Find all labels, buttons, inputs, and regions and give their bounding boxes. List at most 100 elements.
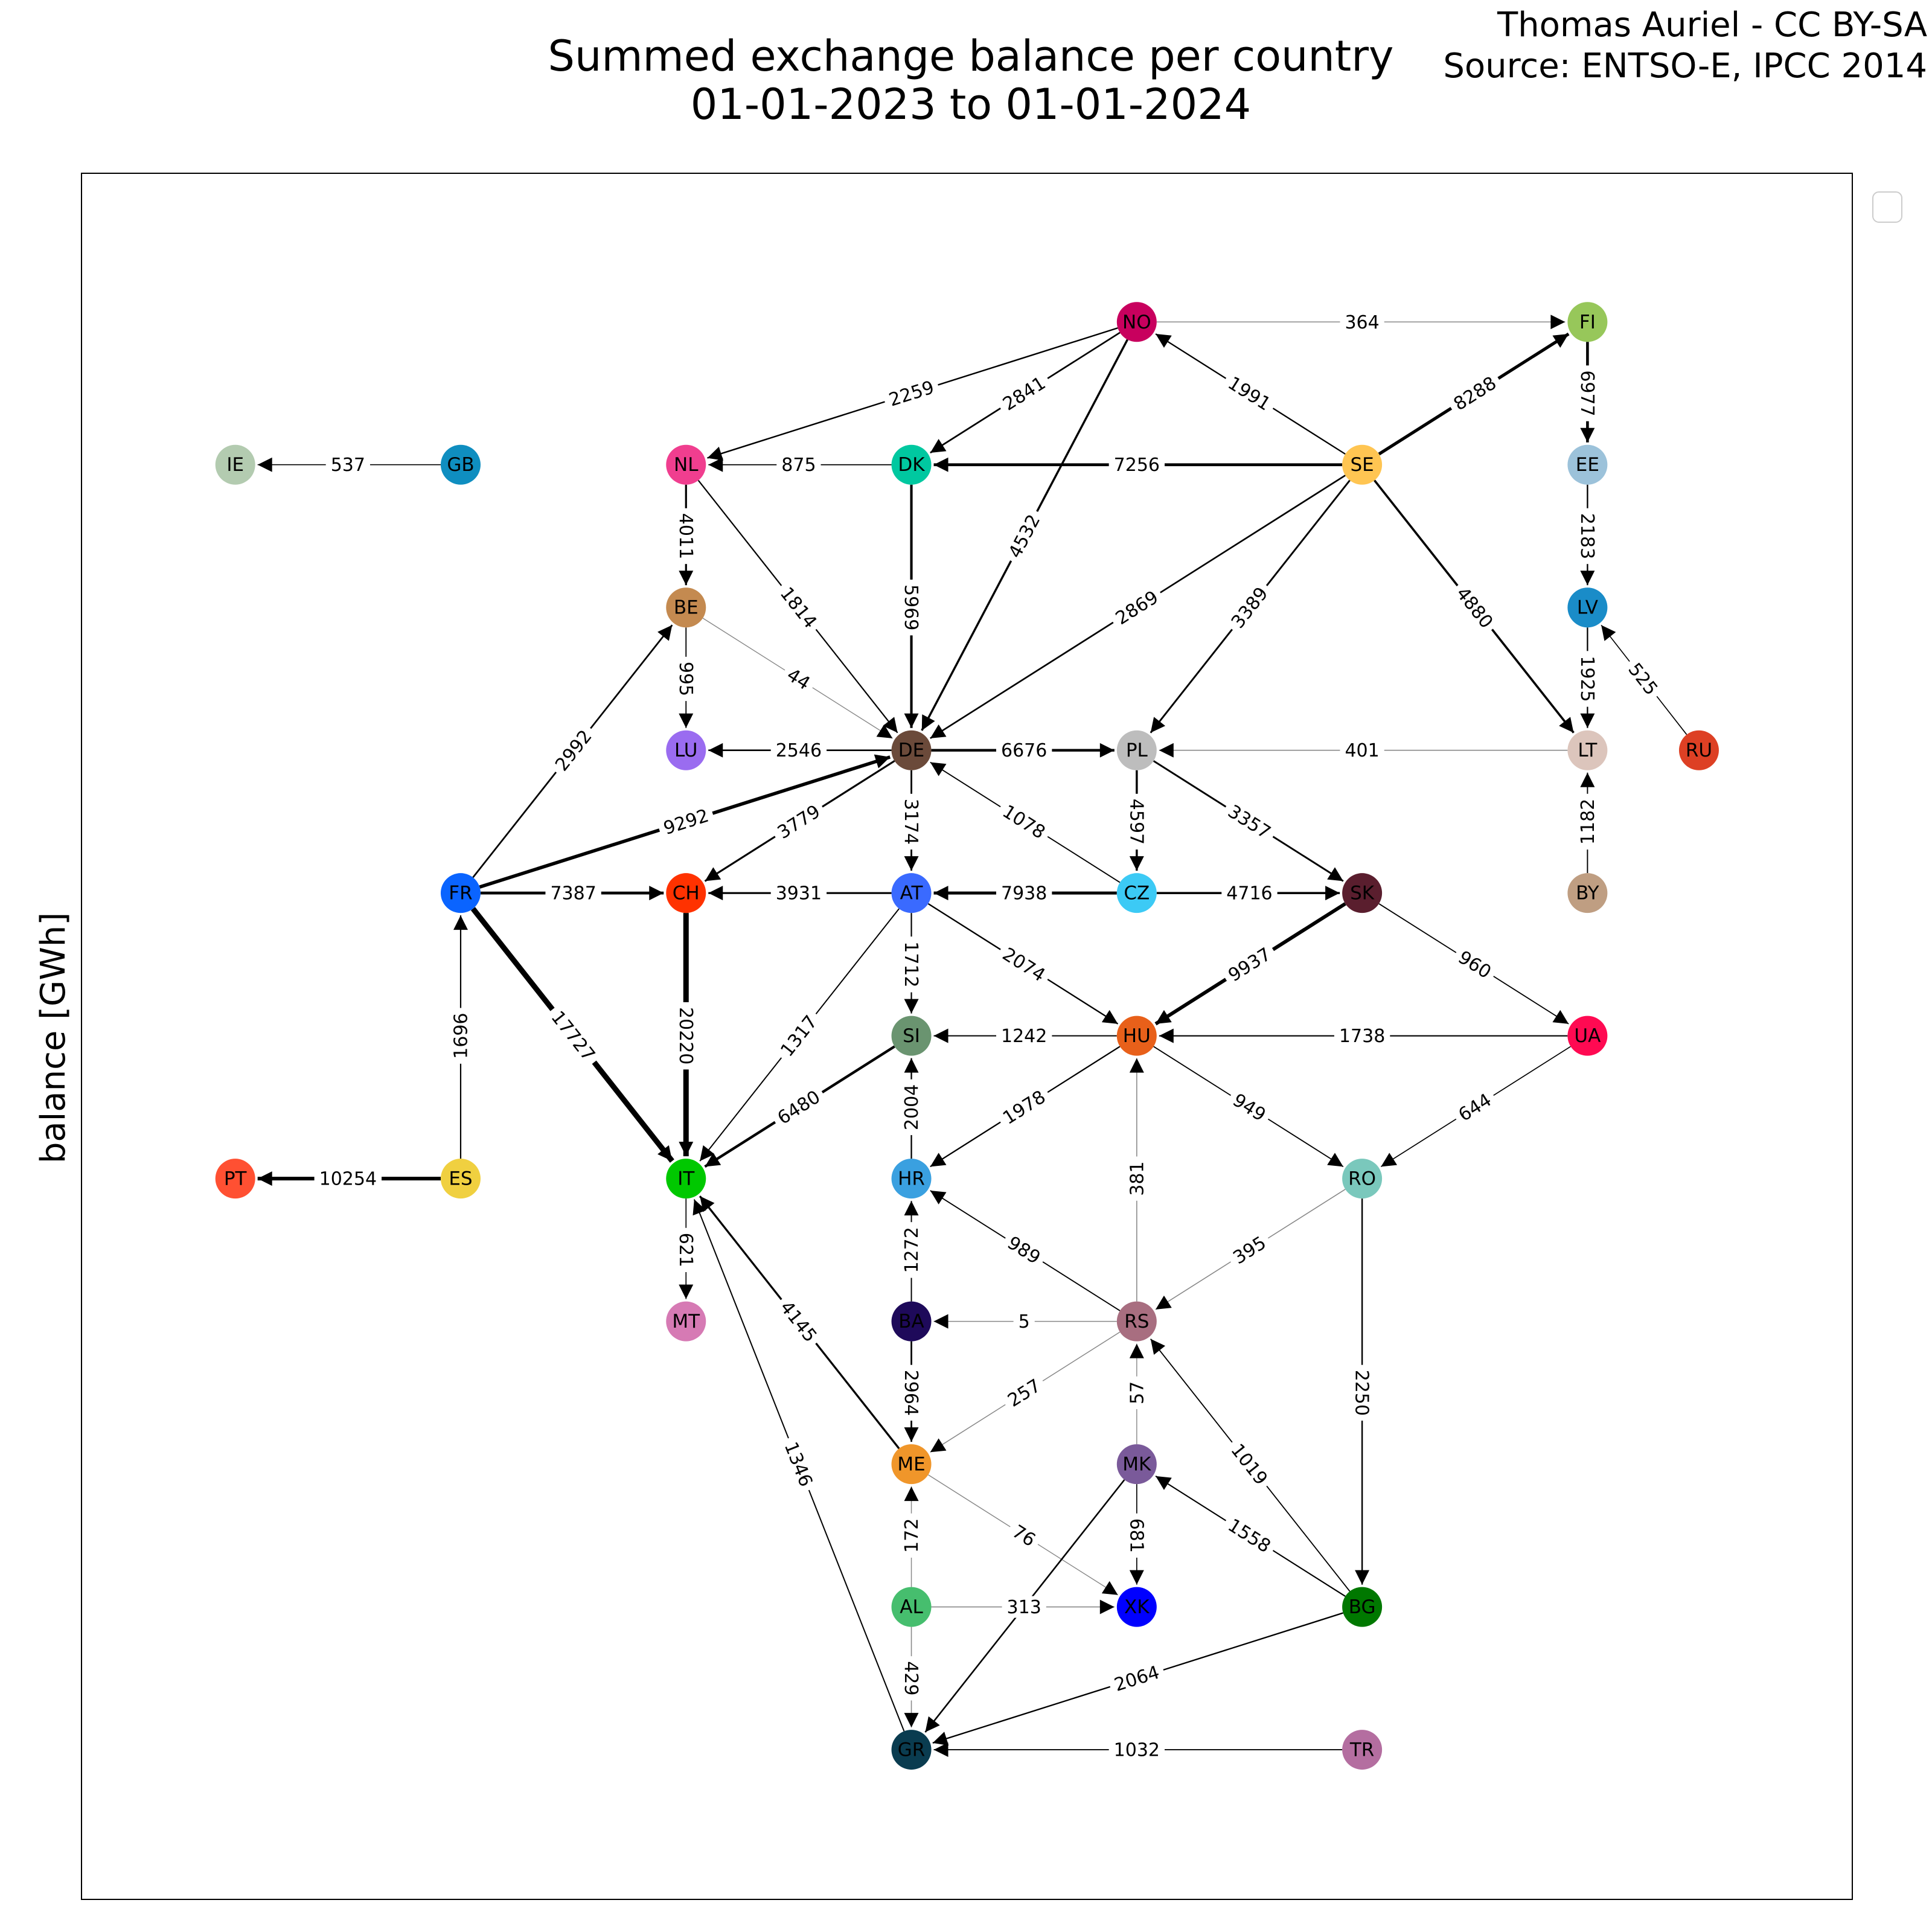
edge-label-bg — [996, 1025, 1052, 1047]
node-label: LT — [1578, 740, 1598, 761]
node-label: AT — [900, 883, 924, 904]
node-label: SE — [1350, 454, 1374, 476]
edge-label: 3174 — [900, 799, 921, 845]
edge-label-group: 313 — [1002, 1596, 1046, 1618]
edge-label-bg — [900, 1513, 923, 1558]
edge-label-group: 681 — [1125, 1513, 1148, 1558]
edge-label-bg — [1224, 1086, 1275, 1128]
edge-label-group: 3931 — [770, 882, 827, 904]
edge-label-bg — [1223, 1435, 1276, 1493]
edge-label-group: 429 — [900, 1656, 923, 1701]
edge-label-bg — [994, 1083, 1054, 1131]
edge-label-bg — [675, 1002, 697, 1070]
edge-label-bg — [881, 374, 941, 412]
node — [891, 1587, 932, 1627]
edge-label: 7387 — [550, 883, 596, 904]
node — [666, 1159, 706, 1199]
edge-label-bg — [779, 661, 819, 697]
edge-label-bg — [1340, 739, 1384, 761]
edge-label-bg — [769, 1083, 828, 1131]
node — [440, 873, 481, 913]
node — [891, 873, 932, 913]
edge-label-bg — [900, 793, 923, 850]
edge-label-bg — [994, 940, 1054, 989]
edge-label-bg — [776, 453, 821, 476]
node — [666, 587, 706, 628]
edge-label-bg — [449, 1008, 472, 1064]
node — [666, 1301, 706, 1342]
edge-label-bg — [770, 739, 827, 761]
edge-label-group: 57 — [1125, 1376, 1148, 1409]
edge-label-bg — [999, 1372, 1049, 1414]
edge-label: 57 — [1127, 1381, 1148, 1404]
edge-label-bg — [900, 936, 923, 993]
title: Summed exchange balance per country — [548, 31, 1394, 81]
edge-label-bg — [1576, 793, 1599, 850]
edge-label-bg — [769, 798, 828, 846]
edge-label-group: 1032 — [1108, 1739, 1165, 1761]
edge-label-group: 1712 — [900, 936, 923, 993]
edge-label: 172 — [901, 1518, 923, 1553]
node — [891, 444, 932, 485]
edge-label-bg — [1220, 940, 1279, 989]
edge-label-group: 4597 — [1125, 793, 1148, 850]
edge-label-group: 172 — [900, 1513, 923, 1558]
edge-label-group: 1696 — [449, 1008, 472, 1064]
edge-label: 10254 — [319, 1169, 377, 1190]
node — [1116, 1016, 1157, 1056]
node-label: AL — [900, 1596, 923, 1618]
edge-label-bg — [1449, 578, 1501, 636]
edge-label: 1182 — [1578, 799, 1599, 845]
edge-label-bg — [1221, 882, 1278, 904]
edge-label: 1272 — [901, 1227, 923, 1273]
node — [1567, 302, 1608, 342]
node — [666, 444, 706, 485]
edge-label-group: 2546 — [770, 739, 827, 761]
edge-label: 681 — [1125, 1518, 1147, 1553]
node-label: SK — [1350, 883, 1375, 904]
node-label: UA — [1574, 1025, 1601, 1047]
edge-label-bg — [1340, 311, 1384, 333]
edge-label: 429 — [900, 1661, 921, 1695]
legend-box — [1872, 191, 1902, 223]
edge-label-bg — [1445, 369, 1505, 418]
node-label: FI — [1579, 312, 1596, 333]
edge-label-bg — [1125, 1513, 1148, 1558]
edge-label-bg — [656, 802, 716, 841]
edge-label-bg — [1107, 583, 1166, 632]
edge-label-bg — [999, 1229, 1049, 1271]
edge-label: 537 — [331, 455, 365, 476]
node-label: RO — [1348, 1168, 1376, 1190]
node-label: RU — [1686, 740, 1712, 761]
edge-label: 995 — [675, 662, 696, 696]
edge-label-bg — [1108, 1739, 1165, 1761]
node — [1116, 730, 1157, 770]
edge-label: 621 — [675, 1233, 696, 1267]
node-label: PL — [1126, 740, 1148, 761]
nodes: NO FI IE GB NL DK SE EE BE LV LU DE PL LT RU FR CH AT CZ SK… — [215, 302, 1719, 1770]
edge-label-bg — [675, 508, 697, 565]
edge-label-group: 7938 — [996, 882, 1052, 904]
edge-label-group: 2183 — [1576, 508, 1599, 565]
edge-label-group: 1738 — [1334, 1025, 1390, 1047]
edge-label-group: 7256 — [1108, 453, 1165, 476]
node-label: LU — [674, 740, 697, 761]
node-label: BA — [898, 1311, 924, 1332]
node — [1116, 1444, 1157, 1485]
edge-label-bg — [773, 1007, 825, 1065]
node-label: IT — [677, 1168, 695, 1190]
node-label: RS — [1124, 1311, 1149, 1332]
edge-label-group: 3174 — [900, 793, 923, 850]
edge-label-group: 2004 — [900, 1079, 923, 1136]
edge-label: 4716 — [1226, 883, 1272, 904]
edge-label-bg — [1224, 1229, 1275, 1271]
node — [215, 1159, 255, 1199]
edge-label: 2183 — [1576, 513, 1598, 559]
edge-label: 7938 — [1001, 883, 1047, 904]
node-label: ME — [897, 1454, 925, 1476]
edge-label: 313 — [1007, 1597, 1041, 1618]
node-label: BG — [1349, 1596, 1376, 1618]
node — [1116, 1301, 1157, 1342]
node — [891, 1159, 932, 1199]
edge-label-group: 10254 — [314, 1168, 382, 1190]
